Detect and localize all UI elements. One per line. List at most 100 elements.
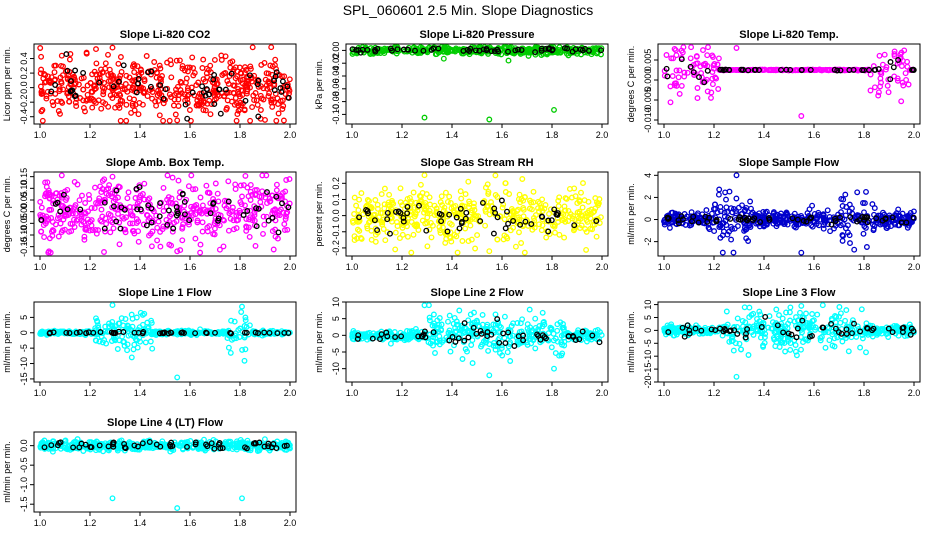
data-point	[412, 47, 418, 54]
data-point	[195, 79, 202, 86]
data-point	[721, 213, 728, 220]
data-point	[372, 238, 379, 245]
data-point	[708, 89, 715, 96]
data-point	[133, 89, 140, 96]
x-tick-label: 1.0	[658, 130, 671, 140]
data-point	[115, 326, 122, 333]
data-point	[548, 217, 555, 224]
panel-title: Slope Line 1 Flow	[119, 287, 212, 299]
data-point	[517, 221, 524, 228]
data-point	[392, 208, 399, 215]
data-point	[421, 172, 428, 179]
data-point	[454, 249, 461, 256]
data-point	[663, 52, 670, 58]
data-point	[388, 47, 395, 54]
data-point	[244, 208, 251, 214]
x-tick-label: 1.6	[808, 388, 821, 398]
data-point	[807, 66, 814, 73]
data-point	[555, 203, 562, 210]
data-point	[558, 339, 565, 346]
data-point	[214, 190, 221, 197]
data-point	[128, 109, 135, 116]
data-point	[516, 214, 522, 221]
data-point	[485, 347, 492, 354]
y-tick-label: 5	[643, 315, 653, 320]
data-point	[511, 343, 518, 349]
data-point	[399, 224, 406, 231]
x-tick-label: 1.6	[184, 518, 197, 528]
data-point	[538, 227, 545, 234]
data-point	[889, 329, 896, 336]
data-point	[579, 204, 586, 211]
data-point	[458, 218, 465, 225]
data-point	[124, 322, 131, 329]
data-point	[679, 324, 686, 331]
data-point	[37, 198, 44, 205]
data-point	[281, 221, 288, 228]
data-point	[555, 197, 562, 204]
data-point	[76, 197, 83, 204]
data-point	[531, 217, 538, 224]
data-point	[245, 224, 252, 231]
data-point	[669, 73, 676, 80]
data-point	[593, 233, 600, 240]
data-point	[786, 309, 793, 316]
data-point	[42, 78, 49, 85]
data-point	[528, 329, 535, 335]
data-point	[139, 311, 146, 318]
data-point	[446, 312, 453, 319]
data-point	[72, 92, 79, 99]
x-tick-label: 2.0	[596, 130, 609, 140]
data-point	[502, 180, 509, 187]
data-point	[502, 189, 509, 195]
data-point	[282, 188, 289, 195]
data-point	[551, 106, 557, 113]
data-point	[884, 82, 891, 89]
data-point	[715, 55, 722, 62]
data-point	[907, 209, 914, 216]
data-point	[41, 234, 48, 241]
data-point	[51, 69, 58, 76]
data-point	[107, 92, 114, 99]
data-point	[367, 204, 374, 210]
data-point	[152, 98, 159, 105]
data-point	[364, 46, 371, 53]
data-point	[95, 198, 102, 205]
data-point	[759, 66, 766, 73]
y-axis-label: kPa per min.	[314, 59, 324, 110]
data-point	[216, 246, 223, 253]
data-point	[93, 230, 100, 237]
data-point	[778, 210, 784, 217]
data-point	[777, 213, 784, 220]
data-point	[737, 216, 744, 223]
y-tick-label: -1.5	[19, 496, 29, 512]
data-point	[267, 62, 274, 69]
x-tick-label: 1.4	[446, 388, 459, 398]
data-point	[116, 184, 123, 191]
data-point	[411, 204, 418, 211]
data-point	[538, 45, 545, 52]
data-point	[545, 217, 552, 224]
data-point	[423, 203, 430, 210]
data-point	[192, 235, 199, 242]
data-point	[206, 91, 212, 98]
data-point	[264, 189, 270, 196]
data-point	[792, 348, 799, 355]
data-point	[271, 87, 278, 94]
data-point	[745, 352, 752, 358]
data-point	[98, 206, 105, 213]
data-point	[286, 76, 293, 83]
data-point	[105, 51, 111, 58]
data-point	[522, 218, 529, 225]
data-point	[740, 323, 746, 330]
data-point	[730, 206, 737, 212]
data-point	[272, 56, 279, 63]
data-point	[75, 81, 82, 88]
data-point	[433, 205, 440, 212]
data-point	[68, 87, 75, 94]
data-point	[444, 228, 451, 235]
y-tick-label: -10	[331, 362, 341, 375]
data-point	[155, 97, 162, 104]
x-tick-label: 1.2	[84, 262, 97, 272]
data-point	[898, 98, 905, 105]
